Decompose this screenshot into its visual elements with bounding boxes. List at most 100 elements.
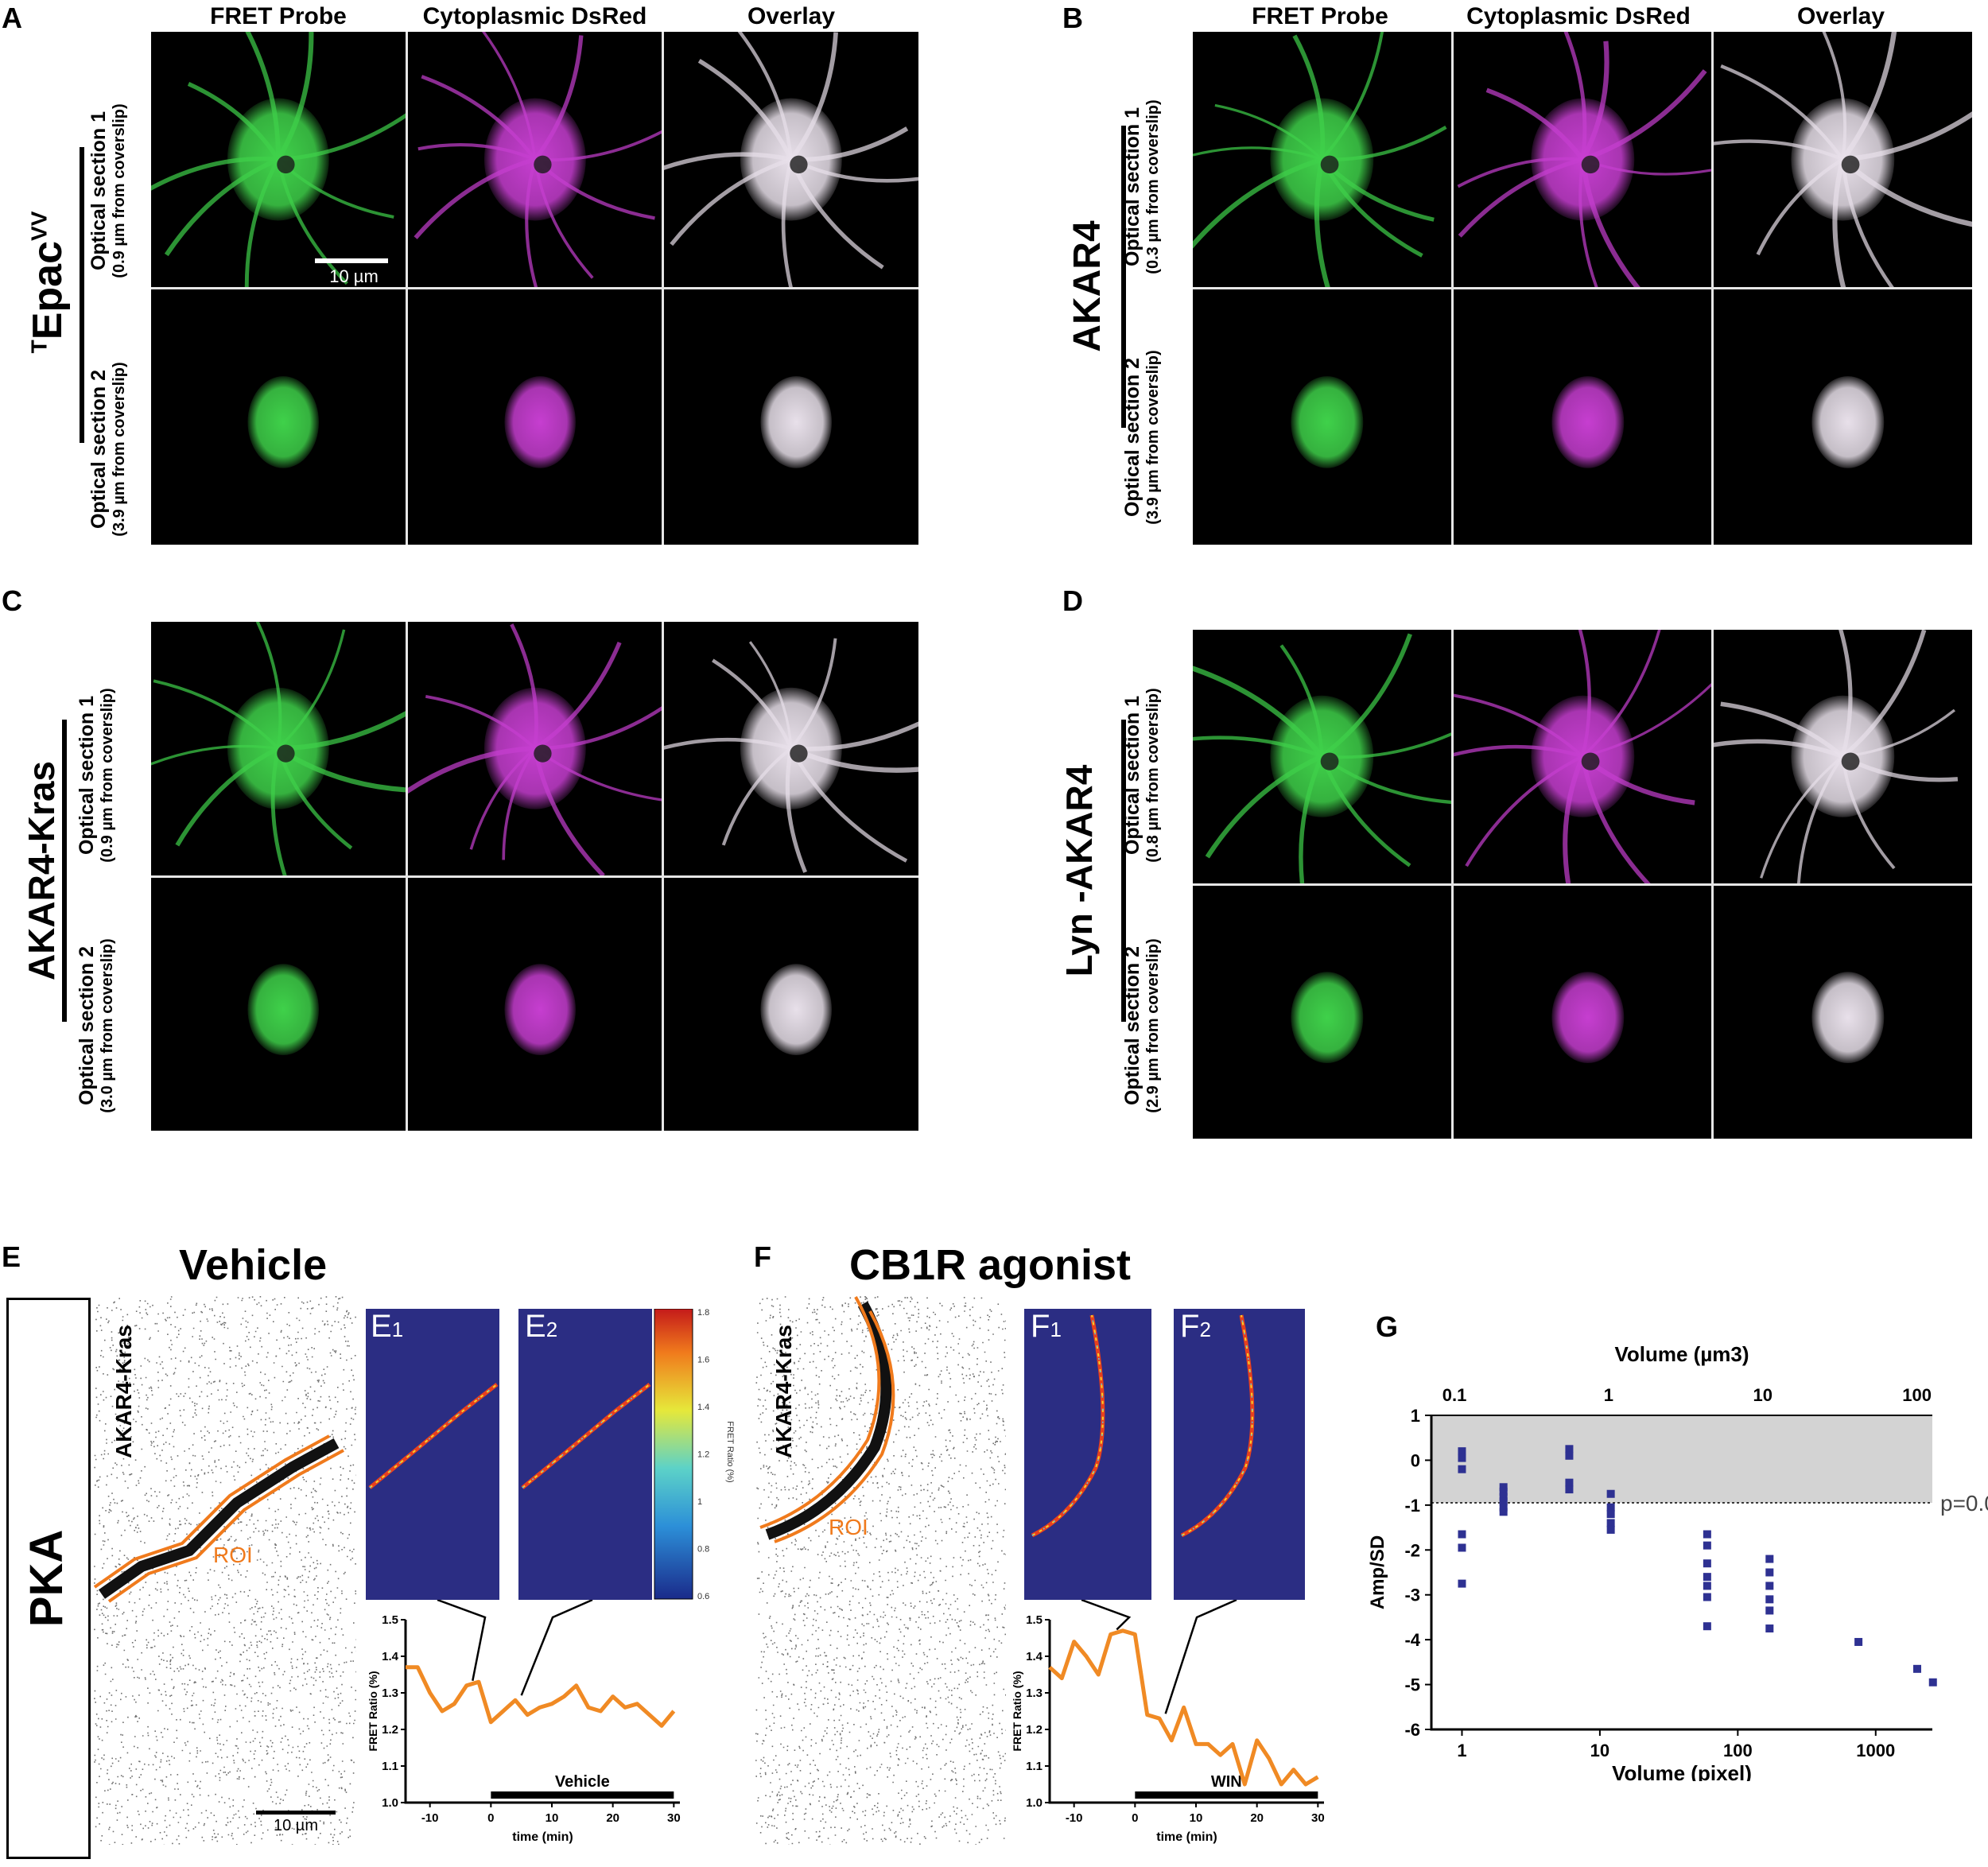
image-a-row1-fret (151, 32, 406, 287)
image-c-row1-overlay (664, 622, 918, 875)
section1-label-b: Optical section 1 (0.3 µm from coverslip) (1121, 99, 1162, 274)
x2-tick-label: 10 (1753, 1385, 1773, 1405)
data-point (1765, 1595, 1774, 1604)
nonsignificant-region (1431, 1415, 1932, 1504)
scale-bar-e (256, 1811, 336, 1815)
data-point (1703, 1541, 1711, 1550)
colorbar-tick: 1.8 (697, 1309, 709, 1318)
image-d-row1-fret (1193, 630, 1451, 883)
data-point (1703, 1559, 1711, 1568)
section2-label-a: Optical section 2 (3.9 µm from coverslip) (87, 362, 128, 537)
amp-sd-scatter: p=0.0510-1-2-3-4-5-611010010000.1110100V… (1367, 1342, 1988, 1781)
x-tick-label: -10 (1066, 1811, 1083, 1825)
colorbar-tick: 1.4 (697, 1403, 709, 1412)
data-point (1458, 1454, 1466, 1462)
data-point (1765, 1606, 1774, 1615)
membrane-trace (1181, 1314, 1253, 1536)
y-tick-label: 1.0 (382, 1796, 398, 1810)
data-point (1565, 1451, 1574, 1460)
x2-tick-label: 0.1 (1442, 1385, 1467, 1405)
panel-label-a: A (2, 2, 22, 34)
colorbar-gradient (654, 1309, 693, 1600)
data-point (1912, 1664, 1921, 1673)
col-head-fret-b: FRET Probe (1252, 3, 1388, 29)
y-axis-label: Amp/SD (1367, 1535, 1388, 1609)
data-point (1703, 1582, 1711, 1590)
data-point (1854, 1637, 1863, 1646)
data-point (1565, 1478, 1574, 1487)
section2-label-b: Optical section 2 (3.9 µm from coverslip) (1121, 350, 1162, 525)
y-tick-label: 1.4 (1026, 1650, 1043, 1663)
y-tick-label: -6 (1404, 1720, 1420, 1740)
colorbar-tick: 1.2 (697, 1450, 709, 1460)
y-tick-label: -5 (1404, 1675, 1420, 1695)
sublabel-e2: E2 (525, 1309, 558, 1344)
y-tick-label: 1.2 (382, 1723, 398, 1737)
data-point (1703, 1622, 1711, 1631)
image-c-row2-overlay (664, 877, 918, 1131)
section1-label-c: Optical section 1 (0.9 µm from coverslip) (76, 688, 116, 863)
data-point (1458, 1447, 1466, 1456)
data-point (1606, 1525, 1615, 1534)
bracket-bar-d (1121, 720, 1126, 1022)
data-point (1606, 1510, 1615, 1519)
bracket-bar-c (62, 720, 67, 1022)
data-point (1499, 1483, 1508, 1492)
snapshot-connector (1164, 1600, 1237, 1714)
membrane-band (98, 1438, 340, 1599)
fret-series-f (1048, 1628, 1319, 1787)
x-tick-label: 20 (606, 1811, 619, 1825)
x-axis-label: time (min) (1156, 1830, 1217, 1844)
fret-series-e (406, 1665, 676, 1728)
roi-image-e (94, 1296, 356, 1845)
roi-outline (774, 1310, 895, 1543)
image-b-row2-fret (1193, 289, 1451, 545)
membrane-trace (522, 1384, 650, 1489)
bottom-axis-label: Volume (pixel) (1612, 1761, 1752, 1781)
image-a-row2-fret (151, 289, 406, 545)
section2-label-d: Optical section 2 (2.9 µm from coverslip) (1121, 938, 1162, 1113)
x-tick-label: 10 (1190, 1811, 1203, 1825)
image-d-row2-overlay (1714, 885, 1972, 1139)
data-point (1765, 1582, 1774, 1590)
bracket-bar-a (80, 147, 84, 443)
panel-label-d: D (1062, 584, 1083, 617)
y-tick-label: -1 (1404, 1496, 1420, 1516)
image-d-row1-overlay (1714, 630, 1972, 883)
panel-label-g: G (1376, 1310, 1399, 1343)
x-tick-label: 0 (1132, 1811, 1138, 1825)
sublabel-f2: F2 (1180, 1309, 1211, 1344)
roi-outline (94, 1434, 330, 1589)
noise-dots (755, 1296, 1006, 1845)
membrane-trace (1031, 1314, 1104, 1536)
x-tick-label: 0 (487, 1811, 494, 1825)
col-head-fret: FRET Probe (210, 3, 347, 29)
data-point (1499, 1487, 1508, 1496)
title-vehicle: Vehicle (179, 1241, 328, 1289)
data-point (1499, 1492, 1508, 1501)
roi-outline (759, 1296, 881, 1529)
x-axis-label: time (min) (512, 1830, 573, 1844)
data-point (1458, 1530, 1466, 1539)
data-point (1499, 1497, 1508, 1506)
top-axis-label: Volume (µm3) (1614, 1342, 1749, 1366)
probe-label-e: AKAR4-Kras (111, 1324, 136, 1459)
image-grid-d (1193, 630, 1972, 1139)
data-point (1765, 1624, 1774, 1633)
image-b-row1-dsred (1453, 32, 1712, 287)
fret-image-f1 (1024, 1309, 1151, 1600)
y-tick-label: 1.0 (1026, 1796, 1043, 1810)
snapshot-connector (1081, 1600, 1132, 1631)
data-point (1565, 1445, 1574, 1454)
axes (404, 1620, 680, 1804)
data-point (1499, 1508, 1508, 1516)
image-c-row1-fret (151, 622, 406, 875)
image-a-row1-overlay (664, 32, 918, 287)
y-tick-label: 1.3 (1026, 1687, 1043, 1700)
pka-box (6, 1298, 91, 1859)
data-point (1928, 1678, 1937, 1687)
probe-name-b: AKAR4 (1066, 220, 1109, 352)
data-point (1606, 1489, 1615, 1498)
col-head-overlay-b: Overlay (1796, 3, 1885, 29)
scale-label-a: 10 µm (329, 266, 379, 286)
